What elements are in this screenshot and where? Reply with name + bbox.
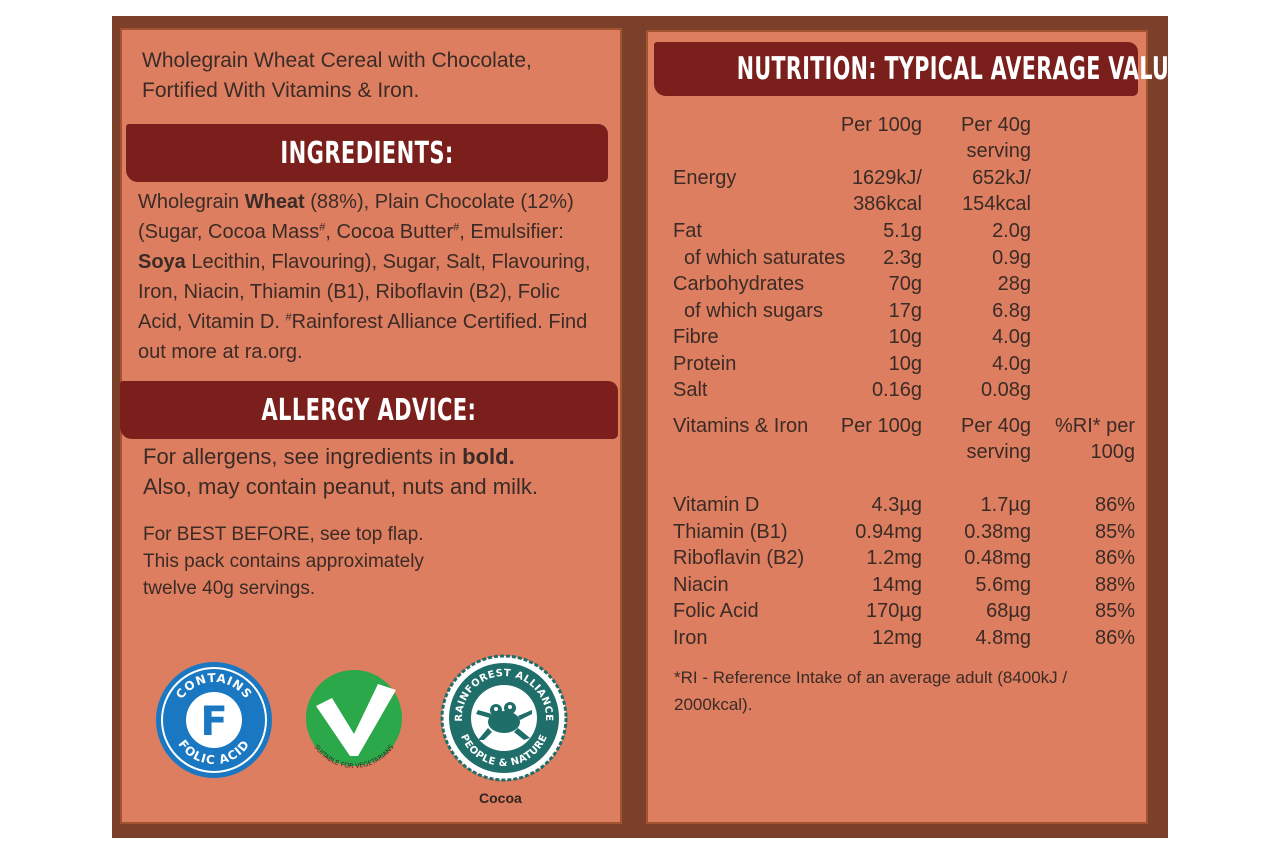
nutrient-name: Fibre: [673, 326, 719, 348]
nutrient-per-40g: 6.8g: [992, 300, 1031, 322]
nutrient-per-40g: 154kcal: [962, 193, 1031, 215]
nutrient-name: Fat: [673, 220, 702, 242]
ingredient-text-part: Lecithin, Flavouring), Sugar, Salt, Flav…: [138, 251, 591, 333]
vitamin-ri-percent: 85%: [1094, 521, 1135, 543]
vitamin-per-100g: 0.94mg: [855, 521, 922, 543]
nutrient-name: of which sugars: [684, 300, 823, 322]
vitamins-header-per-100g: Per 100g: [840, 415, 922, 437]
vitamin-ri-percent: 86%: [1094, 627, 1135, 649]
ingredient-text-part: , Cocoa Butter: [325, 221, 454, 243]
nutrient-name: Energy: [673, 167, 737, 189]
nutrient-per-100g: 0.16g: [871, 379, 922, 401]
ingredient-text-part: Rainforest Alliance Certified. Find out …: [138, 311, 588, 363]
col-header-serving: serving: [966, 140, 1031, 162]
allergy-text: For allergens, see ingredients in bold. …: [143, 442, 613, 502]
vitamin-per-100g: 14mg: [871, 574, 922, 596]
vitamin-name: Thiamin (B1): [673, 521, 788, 543]
nutrient-per-40g: 2.0g: [992, 220, 1031, 242]
vitamin-per-100g: 4.3µg: [871, 494, 922, 516]
nutrient-name: Carbohydrates: [673, 273, 805, 295]
footnote-line-2: 2000kcal).: [674, 695, 753, 714]
product-description: Wholegrain Wheat Cereal with Chocolate, …: [142, 46, 612, 106]
vitamin-ri-percent: 86%: [1094, 547, 1135, 569]
vitamin-per-100g: 1.2mg: [866, 547, 922, 569]
ingredient-text-part: #: [319, 221, 326, 234]
vitamin-name: Folic Acid: [673, 600, 759, 622]
col-header-per-40g: Per 40g: [960, 114, 1031, 136]
vitamins-header-ri: %RI* per: [1054, 415, 1135, 437]
ri-footnote: *RI - Reference Intake of an average adu…: [674, 664, 1134, 718]
nutrient-per-100g: 386kcal: [853, 193, 922, 215]
vitamins-header-name: Vitamins & Iron: [673, 415, 809, 437]
cocoa-label: Cocoa: [479, 790, 522, 806]
description-line-1: Wholegrain Wheat Cereal with Chocolate,: [142, 49, 532, 72]
ingredient-text-part: (88%), Plain Chocolate (12%) (Sugar, Coc…: [138, 191, 574, 243]
nutrient-name: Protein: [673, 353, 737, 375]
footnote-line-1: *RI - Reference Intake of an average adu…: [674, 668, 1068, 687]
right-panel: [646, 30, 1148, 824]
ingredient-text-part: #: [453, 221, 460, 234]
vitamin-name: Niacin: [673, 574, 729, 596]
nutrient-per-40g: 0.08g: [980, 379, 1031, 401]
nutrient-per-40g: 28g: [997, 273, 1031, 295]
svg-text:F: F: [200, 699, 227, 745]
vitamin-name: Vitamin D: [673, 494, 760, 516]
vitamin-per-40g: 68µg: [986, 600, 1031, 622]
vitamin-ri-percent: 86%: [1094, 494, 1135, 516]
allergy-heading: ALLERGY ADVICE:: [120, 381, 618, 439]
nutrient-name: Salt: [673, 379, 708, 401]
ingredient-text-part: Wholegrain: [138, 191, 245, 213]
nutrient-per-100g: 1629kJ/: [851, 167, 922, 189]
vitamin-ri-percent: 88%: [1094, 574, 1135, 596]
nutrition-heading: NUTRITION: TYPICAL AVERAGE VALUES:: [654, 42, 1207, 96]
vitamin-per-40g: 0.48mg: [964, 547, 1031, 569]
best-before-text: For BEST BEFORE, see top flap. This pack…: [143, 521, 613, 602]
vegetarian-icon: SUITABLE FOR VEGETARIANS: [306, 670, 402, 770]
vitamin-per-40g: 5.6mg: [975, 574, 1031, 596]
description-line-2: Fortified With Vitamins & Iron.: [142, 79, 420, 102]
nutrient-name: of which saturates: [684, 247, 846, 269]
ingredient-text-part: #: [285, 311, 292, 324]
vitamin-name: Iron: [673, 627, 708, 649]
vitamin-name: Riboflavin (B2): [673, 547, 805, 569]
vitamin-per-40g: 1.7µg: [980, 494, 1031, 516]
vitamin-per-40g: 0.38mg: [964, 521, 1031, 543]
ingredients-text: Wholegrain Wheat (88%), Plain Chocolate …: [138, 187, 608, 367]
nutrient-per-40g: 652kJ/: [972, 167, 1031, 189]
nutrient-per-40g: 4.0g: [992, 326, 1031, 348]
vitamins-header-ri-100g: 100g: [1090, 441, 1136, 463]
nutrient-per-100g: 2.3g: [883, 247, 922, 269]
rainforest-alliance-frog-icon: RAINFOREST ALLIANCE PEOPLE & NATURE: [440, 654, 568, 782]
folic-acid-icon: F CONTAINS FOLIC ACID: [156, 662, 272, 778]
allergen-bold: Wheat: [244, 191, 305, 213]
vitamin-per-100g: 12mg: [871, 627, 922, 649]
nutrient-per-40g: 4.0g: [992, 353, 1031, 375]
vitamins-header-serving: serving: [966, 441, 1031, 463]
allergy-line-1: For allergens, see ingredients in bold.: [143, 444, 515, 469]
vitamin-per-100g: 170µg: [865, 600, 922, 622]
nutrient-per-100g: 17g: [888, 300, 922, 322]
allergy-line-2: Also, may contain peanut, nuts and milk.: [143, 474, 538, 499]
nutrient-per-100g: 70g: [888, 273, 922, 295]
servings-line-1: This pack contains approximately: [143, 551, 424, 572]
ingredient-text-part: , Emulsifier:: [459, 221, 564, 243]
allergen-bold: Soya: [138, 251, 186, 273]
best-before-line-1: For BEST BEFORE, see top flap.: [143, 524, 424, 545]
vitamins-header-per-40g: Per 40g: [960, 415, 1031, 437]
vitamin-ri-percent: 85%: [1094, 600, 1135, 622]
ingredients-heading: INGREDIENTS:: [126, 124, 608, 182]
col-header-per-100g: Per 100g: [840, 114, 922, 136]
nutrient-per-100g: 10g: [888, 326, 922, 348]
vitamin-per-40g: 4.8mg: [975, 627, 1031, 649]
nutrient-per-100g: 10g: [888, 353, 922, 375]
nutrient-per-100g: 5.1g: [883, 220, 922, 242]
nutrient-per-40g: 0.9g: [992, 247, 1031, 269]
servings-line-2: twelve 40g servings.: [143, 578, 316, 599]
